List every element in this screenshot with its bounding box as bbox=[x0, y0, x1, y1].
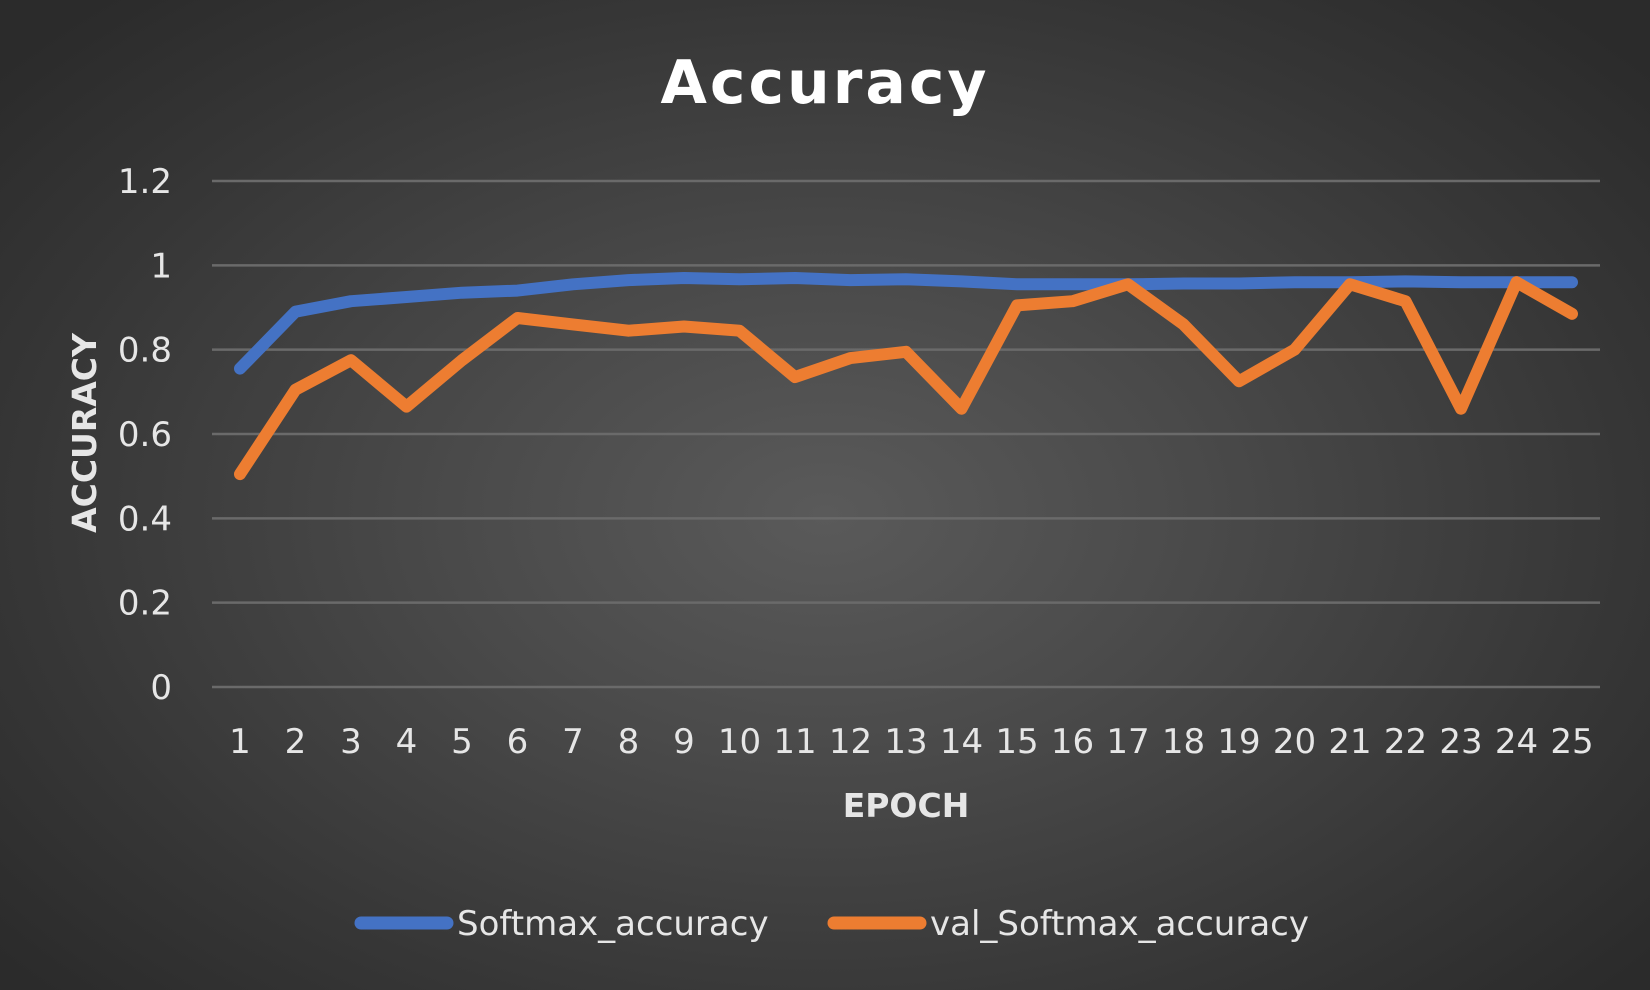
x-tick-label: 7 bbox=[562, 722, 584, 762]
x-tick-label: 8 bbox=[618, 722, 640, 762]
legend-label: Softmax_accuracy bbox=[457, 904, 769, 944]
x-tick-label: 13 bbox=[884, 722, 927, 762]
x-axis-ticks: 1 2 3 4 5 6 7 8 9 10 11 12 13 14 15 16 17 18 19 20 21 22 23 24 2… bbox=[229, 722, 1593, 762]
y-tick-label: 0 bbox=[150, 668, 172, 708]
x-tick-label: 24 bbox=[1495, 722, 1538, 762]
x-tick-label: 18 bbox=[1162, 722, 1205, 762]
x-tick-label: 19 bbox=[1217, 722, 1260, 762]
y-axis-title: ACCURACY bbox=[65, 332, 104, 533]
x-tick-label: 3 bbox=[340, 722, 362, 762]
y-tick-label: 0.6 bbox=[118, 415, 172, 455]
x-tick-label: 1 bbox=[229, 722, 251, 762]
x-tick-label: 23 bbox=[1439, 722, 1482, 762]
y-axis-ticks: 0 0.2 0.4 0.6 0.8 1 1.2 bbox=[118, 162, 172, 708]
y-tick-label: 1.2 bbox=[118, 162, 172, 202]
legend: Softmax_accuracy val_Softmax_accuracy bbox=[354, 904, 1309, 944]
x-axis-title: EPOCH bbox=[843, 786, 970, 825]
x-tick-label: 11 bbox=[773, 722, 816, 762]
series-lines bbox=[234, 272, 1578, 481]
series-line-2 bbox=[234, 276, 1578, 481]
x-tick-label: 14 bbox=[940, 722, 983, 762]
x-tick-label: 9 bbox=[673, 722, 695, 762]
x-tick-label: 12 bbox=[829, 722, 872, 762]
x-tick-label: 16 bbox=[1051, 722, 1094, 762]
y-tick-label: 0.2 bbox=[118, 584, 172, 624]
gridlines bbox=[212, 179, 1600, 689]
x-tick-label: 20 bbox=[1273, 722, 1316, 762]
x-tick-label: 15 bbox=[995, 722, 1038, 762]
x-tick-label: 25 bbox=[1550, 722, 1593, 762]
x-tick-label: 10 bbox=[718, 722, 761, 762]
x-tick-label: 17 bbox=[1106, 722, 1149, 762]
x-tick-label: 5 bbox=[451, 722, 473, 762]
x-tick-label: 22 bbox=[1384, 722, 1427, 762]
y-tick-label: 1 bbox=[150, 246, 172, 286]
x-tick-label: 2 bbox=[285, 722, 307, 762]
y-tick-label: 0.8 bbox=[118, 331, 172, 371]
legend-label: val_Softmax_accuracy bbox=[930, 904, 1309, 944]
x-tick-label: 4 bbox=[396, 722, 418, 762]
x-tick-label: 21 bbox=[1328, 722, 1371, 762]
legend-item: val_Softmax_accuracy bbox=[827, 904, 1309, 944]
chart-title: Accuracy bbox=[660, 48, 989, 118]
y-tick-label: 0.4 bbox=[118, 499, 172, 539]
x-tick-label: 6 bbox=[507, 722, 529, 762]
legend-item: Softmax_accuracy bbox=[354, 904, 769, 944]
